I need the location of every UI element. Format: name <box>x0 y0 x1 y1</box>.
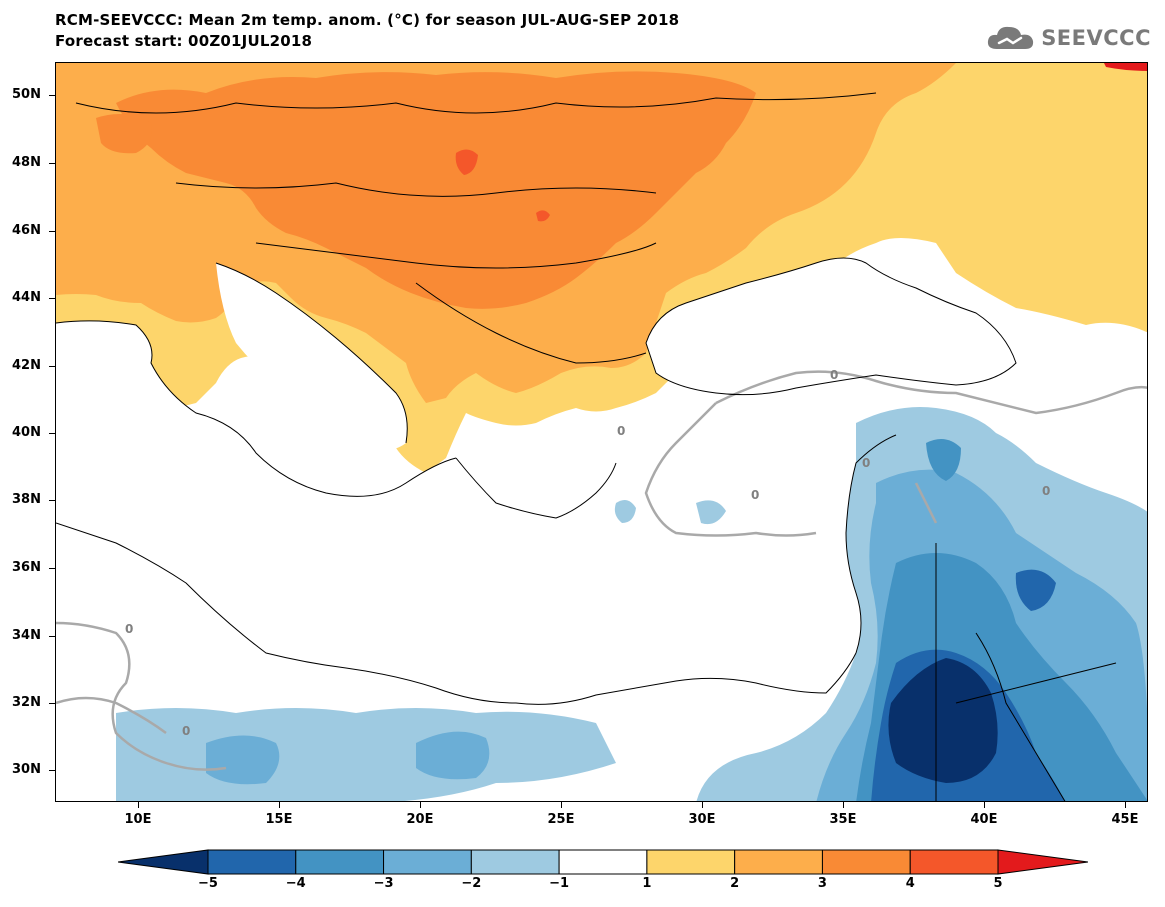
latitude-tick <box>49 636 55 637</box>
latitude-label: 30N <box>12 762 41 777</box>
longitude-tick <box>984 802 985 808</box>
latitude-label: 46N <box>12 223 41 238</box>
colorbar-segment <box>646 849 736 875</box>
colorbar-label: 3 <box>817 876 827 891</box>
colorbar-segment <box>383 849 472 875</box>
forecast-start-label: Forecast start: 00Z01JUL2018 <box>55 32 313 50</box>
contour-label: 0 <box>182 724 190 738</box>
latitude-label: 38N <box>12 492 41 507</box>
latitude-tick <box>49 770 55 771</box>
colorbar-segment <box>295 849 385 875</box>
latitude-tick <box>49 500 55 501</box>
colorbar-label: −1 <box>549 876 570 891</box>
longitude-label: 45E <box>1111 812 1139 827</box>
latitude-label: 40N <box>12 425 41 440</box>
cloud-icon <box>988 26 1034 49</box>
colorbar-segment <box>207 849 297 875</box>
longitude-label: 15E <box>265 812 293 827</box>
longitude-label: 10E <box>124 812 152 827</box>
colorbar-segment <box>118 849 209 875</box>
colorbar-label: 2 <box>730 876 740 891</box>
colorbar-label: −5 <box>198 876 218 891</box>
latitude-label: 34N <box>12 628 41 643</box>
anomaly-map: 0 0 0 0 0 0 0 <box>55 62 1148 802</box>
longitude-tick <box>702 802 703 808</box>
colorbar-segment <box>909 849 999 875</box>
longitude-tick <box>561 802 562 808</box>
colorbar-segment <box>997 849 1088 875</box>
longitude-tick <box>420 802 421 808</box>
contour-label: 0 <box>125 622 133 636</box>
map-canvas: 0 0 0 0 0 0 0 <box>56 63 1147 801</box>
latitude-tick <box>49 298 55 299</box>
latitude-label: 42N <box>12 358 41 373</box>
map-title: RCM-SEEVCCC: Mean 2m temp. anom. (°C) fo… <box>55 11 680 29</box>
latitude-tick <box>49 703 55 704</box>
contour-label: 0 <box>1042 484 1050 498</box>
colorbar-label: −3 <box>373 876 394 891</box>
latitude-label: 44N <box>12 290 41 305</box>
latitude-tick <box>49 568 55 569</box>
longitude-label: 40E <box>970 812 998 827</box>
colorbar-label: 5 <box>993 876 1003 891</box>
latitude-label: 50N <box>12 87 41 102</box>
anomaly-region-minus5 <box>888 658 998 783</box>
latitude-tick <box>49 231 55 232</box>
longitude-tick <box>138 802 139 808</box>
zero-contours <box>56 370 1147 771</box>
seevccc-logo: SEEVCCC <box>985 20 1151 56</box>
longitude-label: 25E <box>547 812 575 827</box>
latitude-tick <box>49 163 55 164</box>
colorbar-segment <box>821 849 911 875</box>
longitude-tick <box>1125 802 1126 808</box>
longitude-label: 20E <box>406 812 434 827</box>
colorbar-segment <box>470 849 560 875</box>
coastlines-borders <box>56 92 1117 801</box>
longitude-label: 35E <box>829 812 857 827</box>
colorbar-segment <box>558 849 648 875</box>
longitude-tick <box>279 802 280 808</box>
latitude-label: 32N <box>12 695 41 710</box>
colorbar-segment <box>734 849 823 875</box>
latitude-tick <box>49 95 55 96</box>
contour-label: 0 <box>830 368 838 382</box>
contour-label: 0 <box>617 424 625 438</box>
longitude-tick <box>843 802 844 808</box>
contour-label: 0 <box>751 488 759 502</box>
latitude-label: 36N <box>12 560 41 575</box>
longitude-label: 30E <box>688 812 716 827</box>
latitude-tick <box>49 433 55 434</box>
colorbar-label: −4 <box>285 876 306 891</box>
anomaly-region-plus4 <box>455 149 478 175</box>
latitude-label: 48N <box>12 155 41 170</box>
latitude-tick <box>49 366 55 367</box>
colorbar-label: 4 <box>905 876 915 891</box>
colorbar-label: 1 <box>642 876 652 891</box>
logo-text: SEEVCCC <box>1041 26 1151 50</box>
contour-label: 0 <box>862 456 870 470</box>
colorbar-label: −2 <box>461 876 482 891</box>
anomaly-region-plus3 <box>116 71 756 309</box>
colorbar <box>118 849 1088 875</box>
